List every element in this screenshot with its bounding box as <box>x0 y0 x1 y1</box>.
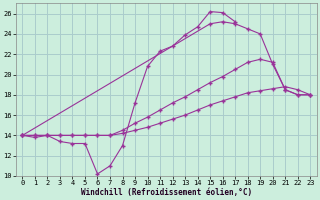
X-axis label: Windchill (Refroidissement éolien,°C): Windchill (Refroidissement éolien,°C) <box>81 188 252 197</box>
